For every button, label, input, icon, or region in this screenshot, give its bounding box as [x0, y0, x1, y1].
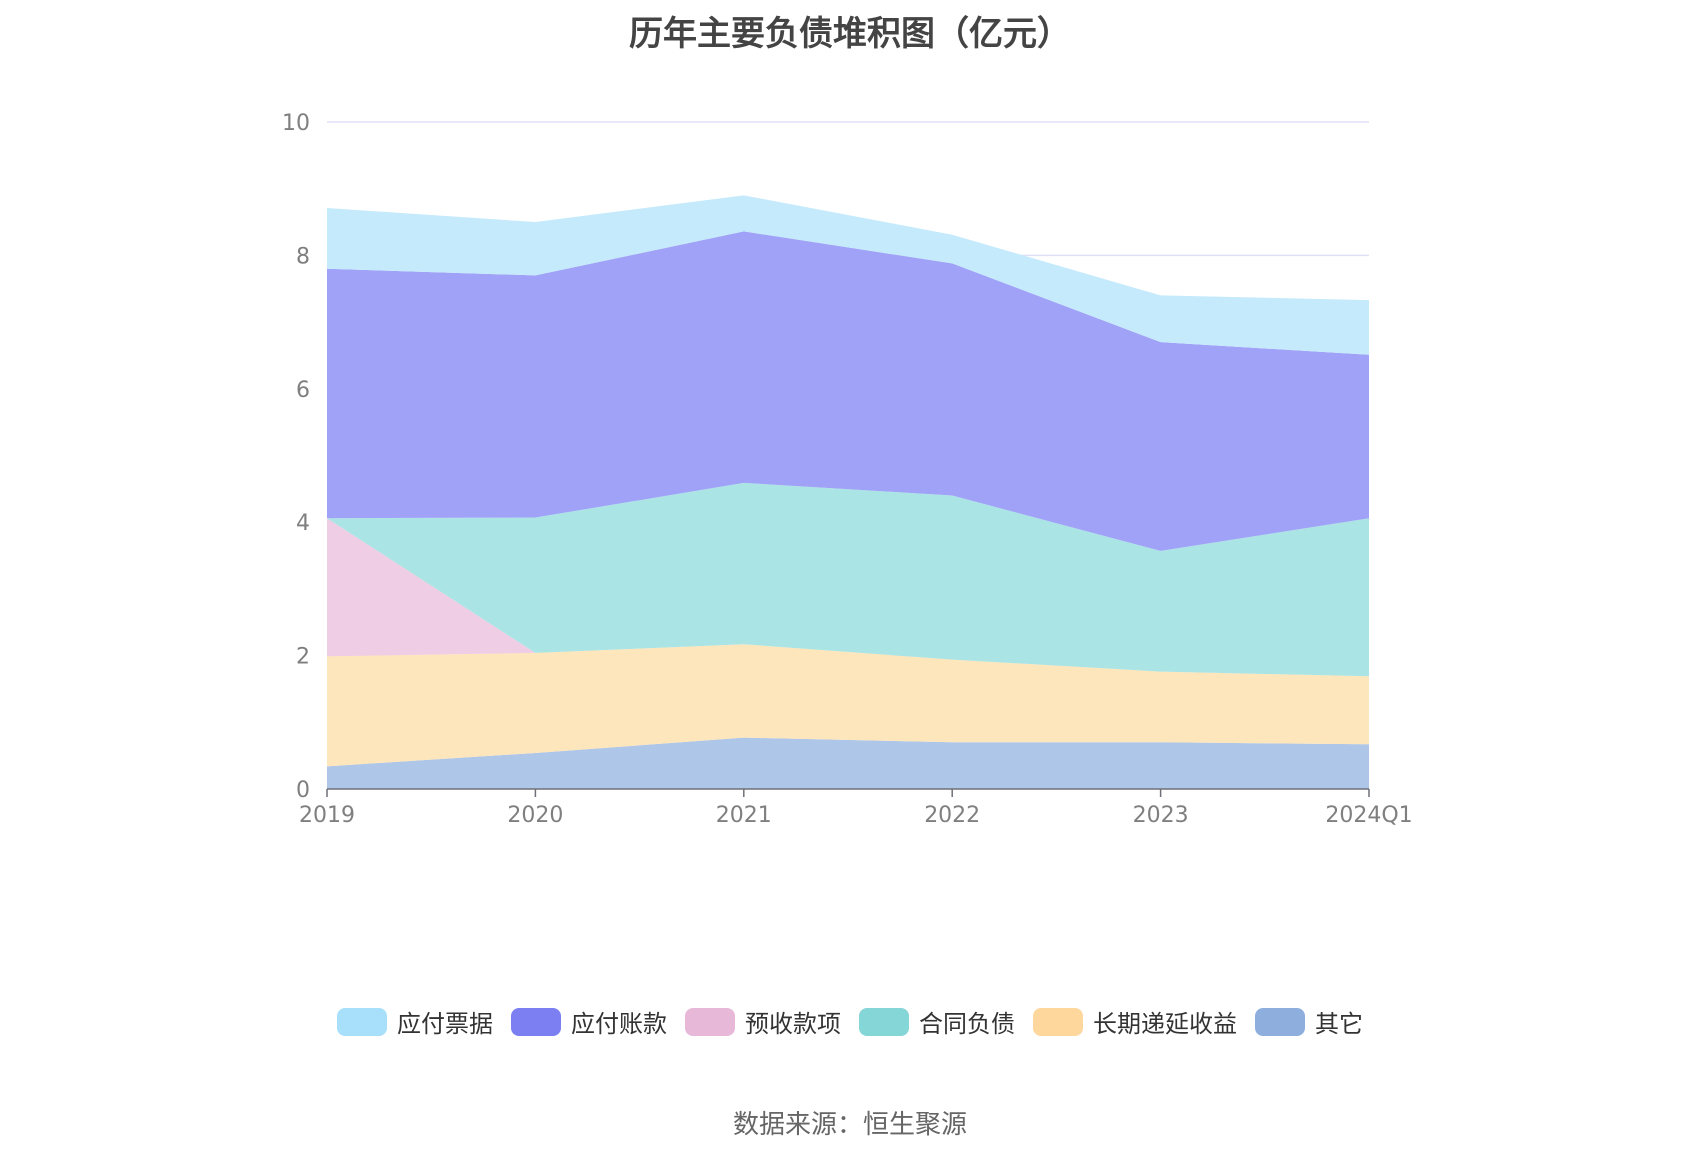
legend-label: 其它: [1315, 1010, 1363, 1038]
y-tick-label: 6: [296, 378, 310, 403]
legend-label: 预收款项: [745, 1010, 841, 1038]
area-series-1: [327, 644, 1369, 767]
x-tick-label: 2022: [924, 803, 980, 828]
legend-label: 应付票据: [397, 1010, 493, 1038]
legend-item[interactable]: 应付账款: [511, 1004, 667, 1039]
legend-item[interactable]: 长期递延收益: [1033, 1004, 1237, 1039]
legend-swatch: [685, 1007, 735, 1036]
source-note: 数据来源：恒生聚源: [732, 1110, 967, 1140]
legend: 应付票据 应付账款 预收款项 合同负债 长期递延收益 其它: [0, 1004, 1700, 1039]
area-series: [327, 195, 1369, 789]
y-tick-label: 4: [296, 511, 310, 536]
legend-swatch: [1255, 1007, 1305, 1036]
legend-swatch: [859, 1007, 909, 1036]
x-tick-label: 2020: [507, 803, 563, 828]
legend-label: 合同负债: [919, 1010, 1015, 1038]
y-tick-label: 10: [282, 111, 310, 136]
y-tick-label: 2: [296, 645, 310, 670]
legend-swatch: [1033, 1007, 1083, 1036]
area-series-5: [327, 195, 1369, 355]
legend-swatch: [511, 1007, 561, 1036]
legend-swatch: [337, 1007, 387, 1036]
area-series-4: [327, 231, 1369, 551]
x-tick-label: 2024Q1: [1325, 803, 1412, 828]
legend-item[interactable]: 应付票据: [337, 1004, 493, 1039]
y-tick-label: 0: [296, 778, 310, 803]
legend-item[interactable]: 其它: [1255, 1004, 1363, 1039]
legend-item[interactable]: 预收款项: [685, 1004, 841, 1039]
legend-label: 长期递延收益: [1093, 1010, 1237, 1038]
x-tick-label: 2023: [1133, 803, 1189, 828]
axes: 0 2 4 6 8 10 2019 2020 2021 2022 2023 2024Q1: [282, 111, 1413, 828]
x-tick-label: 2021: [716, 803, 772, 828]
area-series-3: [327, 482, 1369, 677]
area-series-0: [327, 737, 1369, 789]
x-tick-label: 2019: [299, 803, 355, 828]
y-tick-label: 8: [296, 244, 310, 269]
chart-title: 历年主要负债堆积图（亿元）: [629, 14, 1071, 54]
legend-item[interactable]: 合同负债: [859, 1004, 1015, 1039]
legend-label: 应付账款: [571, 1010, 667, 1038]
